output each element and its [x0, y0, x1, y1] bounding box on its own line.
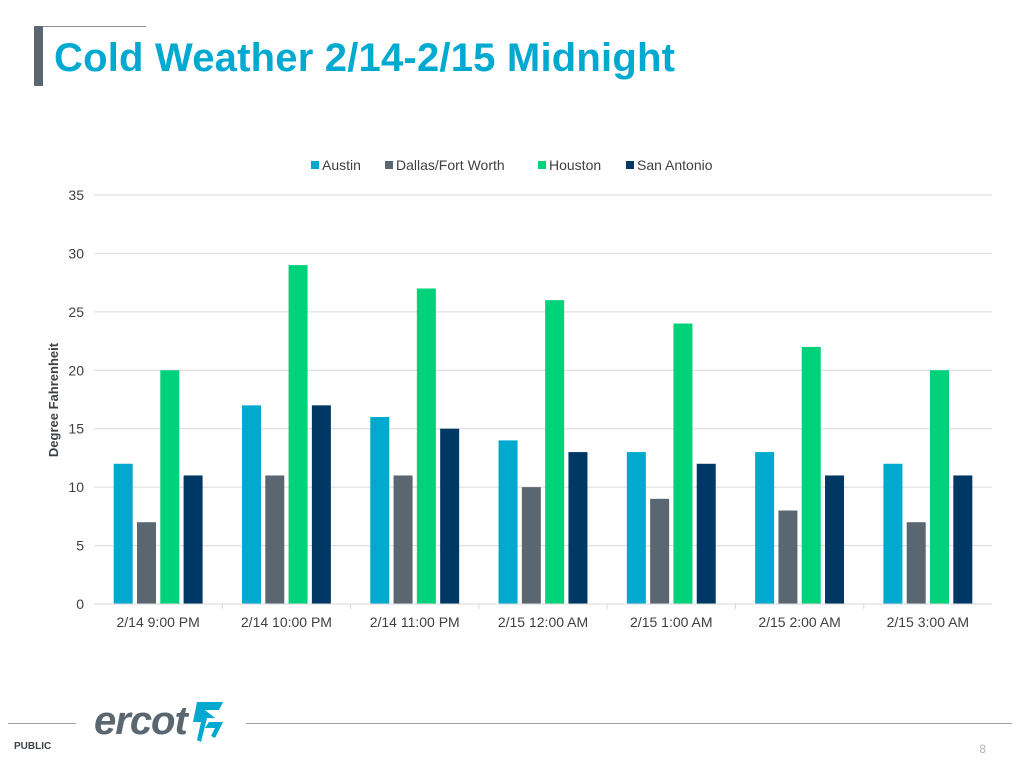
bar-dallas-fort-worth-2 — [394, 475, 413, 604]
bar-austin-2 — [370, 417, 389, 604]
legend-label-houston: Houston — [549, 157, 601, 173]
x-tick-label: 2/14 11:00 PM — [370, 614, 460, 630]
x-axis: 2/14 9:00 PM 2/14 10:00 PM 2/14 11:00 PM 2/… — [94, 604, 992, 630]
bar-dallas-fort-worth-4 — [650, 499, 669, 604]
legend-label-austin: Austin — [322, 157, 361, 173]
bar-san-antonio-6 — [953, 475, 972, 604]
bar-austin-1 — [242, 405, 261, 604]
legend-label-san-antonio: San Antonio — [637, 157, 713, 173]
legend-swatch-san-antonio — [626, 161, 634, 169]
bar-dallas-fort-worth-6 — [907, 522, 926, 604]
bar-san-antonio-5 — [825, 475, 844, 604]
ercot-logo: ercot — [94, 698, 229, 744]
legend-swatch-dallas-fort-worth — [385, 161, 393, 169]
legend-swatch-houston — [538, 161, 546, 169]
y-tick-label: 30 — [68, 245, 84, 261]
y-tick-label: 0 — [76, 596, 84, 612]
chart-gridlines — [94, 195, 992, 604]
y-tick-label: 25 — [68, 304, 84, 320]
bar-houston-4 — [673, 324, 692, 604]
bar-houston-5 — [802, 347, 821, 604]
bar-austin-6 — [883, 464, 902, 604]
bar-austin-3 — [499, 440, 518, 604]
bar-dallas-fort-worth-5 — [778, 511, 797, 604]
chart-bars — [114, 265, 973, 604]
bar-austin-5 — [755, 452, 774, 604]
logo-wordmark: ercot — [94, 699, 187, 743]
bar-austin-0 — [114, 464, 133, 604]
y-tick-label: 35 — [68, 187, 84, 203]
bar-houston-6 — [930, 370, 949, 604]
legend-label-dallas-fort-worth: Dallas/Fort Worth — [396, 157, 505, 173]
y-axis: 0 5 10 15 20 25 30 35 — [68, 187, 84, 612]
bar-dallas-fort-worth-1 — [265, 475, 284, 604]
bar-san-antonio-4 — [697, 464, 716, 604]
footer-divider-left — [8, 723, 76, 724]
x-tick-label: 2/15 1:00 AM — [630, 614, 713, 630]
bar-houston-0 — [160, 370, 179, 604]
footer-divider-right — [246, 723, 1012, 724]
bar-dallas-fort-worth-3 — [522, 487, 541, 604]
page-number: 8 — [979, 742, 986, 756]
x-tick-label: 2/14 10:00 PM — [241, 614, 332, 630]
y-tick-label: 15 — [68, 421, 84, 437]
x-tick-label: 2/15 12:00 AM — [498, 614, 588, 630]
y-tick-label: 5 — [76, 538, 84, 554]
bar-san-antonio-0 — [184, 475, 203, 604]
x-tick-label: 2/15 3:00 AM — [887, 614, 970, 630]
chart-legend: Austin Dallas/Fort Worth Houston San Antoni… — [311, 157, 713, 173]
bar-houston-2 — [417, 288, 436, 604]
legend-swatch-austin — [311, 161, 319, 169]
bar-dallas-fort-worth-0 — [137, 522, 156, 604]
y-axis-label: Degree Fahrenheit — [46, 342, 61, 457]
bar-san-antonio-3 — [568, 452, 587, 604]
bar-chart: Austin Dallas/Fort Worth Houston San Antoni… — [0, 0, 1024, 700]
x-tick-label: 2/15 2:00 AM — [758, 614, 841, 630]
lightning-bolt-icon — [189, 698, 229, 744]
y-tick-label: 20 — [68, 362, 84, 378]
classification-label: PUBLIC — [14, 741, 51, 752]
bar-houston-3 — [545, 300, 564, 604]
x-tick-label: 2/14 9:00 PM — [117, 614, 200, 630]
y-tick-label: 10 — [68, 479, 84, 495]
bar-austin-4 — [627, 452, 646, 604]
bar-san-antonio-1 — [312, 405, 331, 604]
bar-houston-1 — [289, 265, 308, 604]
bar-san-antonio-2 — [440, 429, 459, 604]
